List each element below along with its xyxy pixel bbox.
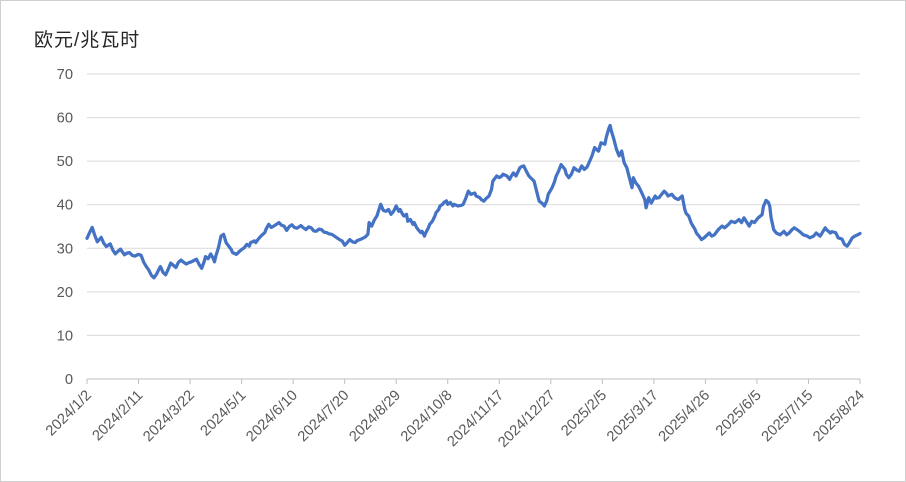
y-axis-tick-label: 10 (57, 328, 73, 344)
y-axis-tick-label: 0 (65, 372, 73, 388)
x-axis-tick-label: 2025/8/24 (810, 388, 868, 446)
x-axis-tick-label: 2025/6/5 (713, 388, 765, 440)
chart-title: 欧元/兆瓦时 (34, 30, 141, 51)
x-axis-tick-label: 2024/5/1 (198, 388, 250, 440)
x-axis-tick-label: 2025/3/17 (604, 388, 662, 446)
x-axis-tick-label: 2024/6/10 (243, 388, 301, 446)
x-axis-tick-label: 2024/7/20 (295, 388, 353, 446)
y-axis-tick-label: 40 (57, 198, 73, 214)
x-axis-tick-label: 2025/2/5 (558, 388, 610, 440)
x-axis-tick-label: 2025/7/15 (759, 388, 817, 446)
price-series-line (85, 123, 862, 280)
x-axis-tick-label: 2024/3/22 (140, 388, 198, 446)
y-axis-tick-label: 50 (57, 154, 73, 170)
y-axis-tick-label: 70 (57, 67, 73, 83)
y-axis-tick-label: 20 (57, 285, 73, 301)
x-axis-tick-label: 2024/1/2 (43, 388, 95, 440)
x-axis-tick-label: 2024/2/11 (90, 388, 147, 445)
y-axis-tick-label: 30 (57, 241, 73, 257)
x-axis-tick-label: 2025/4/26 (656, 388, 714, 446)
x-axis-tick-label: 2024/8/29 (347, 388, 405, 446)
y-axis-tick-label: 60 (57, 111, 73, 127)
